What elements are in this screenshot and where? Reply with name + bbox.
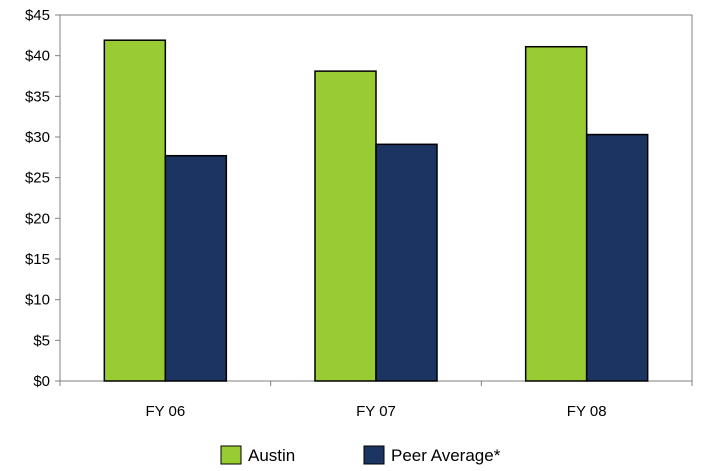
- bar-austin-0: [103, 39, 167, 382]
- legend-label: Austin: [248, 446, 295, 465]
- x-tick-label: FY 08: [567, 403, 607, 420]
- y-tick-label: $40: [25, 48, 50, 65]
- y-axis: $0 $5 $10 $15 $20 $25 $30 $35 $40 $45: [25, 7, 60, 390]
- bar-austin-1: [314, 70, 377, 382]
- y-tick-label: $35: [25, 88, 50, 105]
- legend-label: Peer Average*: [391, 446, 501, 465]
- bar-austin-2: [524, 45, 588, 382]
- y-tick-label: $10: [25, 292, 50, 309]
- y-tick-label: $25: [25, 170, 50, 187]
- y-tick-label: $20: [25, 210, 50, 227]
- bar-peer-average-0: [164, 154, 228, 382]
- y-tick-label: $0: [33, 373, 50, 390]
- legend-swatch: [363, 445, 385, 465]
- bar-peer-average-2: [585, 133, 649, 382]
- y-tick-label: $45: [25, 7, 50, 24]
- y-tick-label: $30: [25, 129, 50, 146]
- y-tick-label: $5: [33, 332, 50, 349]
- x-tick-label: FY 07: [356, 403, 396, 420]
- y-tick-label: $15: [25, 251, 50, 268]
- bars-group: [103, 39, 649, 382]
- legend-swatch: [220, 445, 242, 465]
- x-axis: FY 06 FY 07 FY 08: [59, 381, 693, 420]
- legend: Austin Peer Average*: [220, 445, 501, 465]
- bar-peer-average-1: [375, 143, 438, 382]
- x-tick-label: FY 06: [145, 403, 185, 420]
